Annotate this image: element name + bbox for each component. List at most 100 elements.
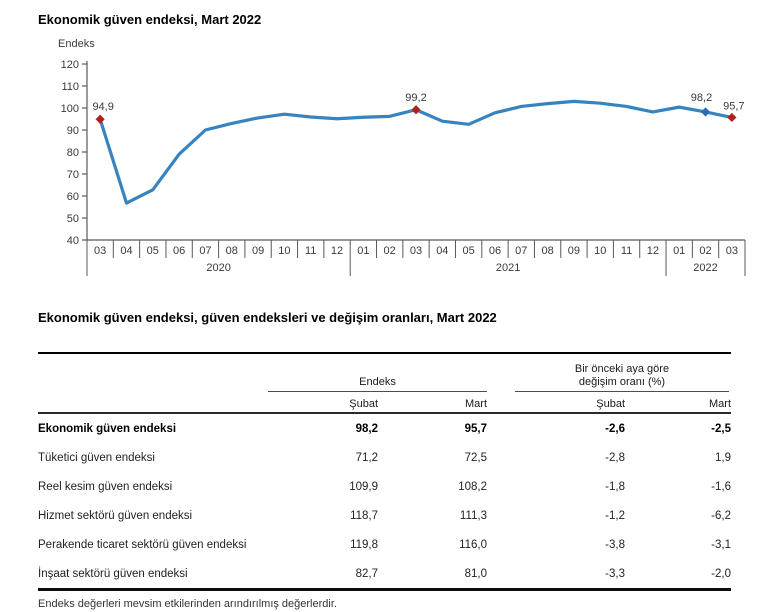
group-header-endeks: Endeks [268, 354, 487, 392]
row-label: İnşaat sektörü güven endeksi [38, 567, 188, 580]
y-axis-title: Endeks [58, 38, 95, 50]
table-title: Ekonomik güven endeksi, güven endeksleri… [38, 310, 497, 325]
summary-table: Endeks Bir önceki aya göre değişim oranı… [38, 352, 731, 610]
x-month-label: 12 [647, 245, 659, 257]
table-group-header-row: Endeks Bir önceki aya göre değişim oranı… [38, 354, 731, 392]
table-cell: 82,7 [355, 567, 378, 580]
table-row: Perakende ticaret sektörü güven endeksi 1… [38, 530, 731, 559]
x-month-label: 03 [726, 245, 738, 257]
y-tick-label: 60 [67, 191, 79, 203]
table-bottom-rule [38, 588, 731, 591]
data-point-marker [411, 105, 421, 115]
y-tick-label: 50 [67, 213, 79, 225]
data-point-marker [727, 112, 737, 123]
group-header-change: Bir önceki aya göre değişim oranı (%) [487, 354, 731, 392]
col-header-endeks-subat: Şubat [349, 398, 378, 410]
table-cell: 108,2 [458, 480, 487, 493]
x-month-label: 09 [568, 245, 580, 257]
table-header-rule [38, 412, 731, 414]
group-header-endeks-label: Endeks [268, 376, 487, 392]
x-month-label: 08 [226, 245, 238, 257]
table-cell: 109,9 [349, 480, 378, 493]
table-footnote: Endeks değerleri mevsim etkilerinden arı… [38, 598, 337, 610]
col-header-change-mart: Mart [709, 398, 731, 410]
year-label: 2022 [693, 262, 717, 274]
x-month-label: 07 [515, 245, 527, 257]
group-header-change-line1: Bir önceki aya göre [574, 363, 670, 375]
point-value-label: 98,2 [691, 92, 712, 104]
y-tick-label: 120 [61, 59, 79, 71]
row-label: Tüketici güven endeksi [38, 451, 155, 464]
y-tick-label: 90 [67, 125, 79, 137]
table-subheader-row: Şubat Mart Şubat Mart [38, 392, 731, 412]
table-row: Hizmet sektörü güven endeksi 118,7 111,3 -1… [38, 501, 731, 530]
table-cell: 116,0 [459, 538, 487, 551]
x-month-label: 12 [331, 245, 343, 257]
table-cell: 119,8 [350, 538, 378, 551]
x-month-label: 04 [436, 245, 448, 257]
data-point-marker [95, 114, 105, 124]
x-month-label: 06 [489, 245, 501, 257]
table-row: Tüketici güven endeksi 71,2 72,5 -2,8 1,9 [38, 443, 731, 472]
chart-title: Ekonomik güven endeksi, Mart 2022 [38, 12, 262, 27]
y-tick-label: 40 [67, 235, 79, 247]
table-cell: -2,6 [605, 422, 625, 435]
x-month-label: 11 [621, 245, 632, 257]
table-cell: -1,6 [711, 480, 731, 493]
table-corner-spacer [38, 354, 268, 392]
table-cell: 95,7 [464, 422, 487, 435]
group-header-change-label: Bir önceki aya göre değişim oranı (%) [515, 363, 729, 392]
table-cell: -2,5 [711, 422, 731, 435]
x-month-label: 05 [147, 245, 159, 257]
trend-line [98, 99, 734, 205]
col-header-change-subat: Şubat [596, 398, 625, 410]
data-point-marker [700, 107, 711, 117]
x-month-label: 07 [199, 245, 211, 257]
x-month-label: 05 [463, 245, 475, 257]
point-value-label: 94,9 [92, 101, 113, 113]
x-month-label: 01 [673, 245, 685, 257]
x-month-label: 02 [384, 245, 396, 257]
table-cell: 72,5 [464, 451, 487, 464]
x-month-label: 06 [173, 245, 185, 257]
table-cell: 71,2 [355, 451, 378, 464]
x-month-label: 02 [699, 245, 711, 257]
y-tick-label: 110 [61, 81, 79, 93]
row-label: Reel kesim güven endeksi [38, 480, 173, 493]
y-tick-label: 80 [67, 147, 79, 159]
point-value-label: 95,7 [723, 100, 744, 112]
table-row: İnşaat sektörü güven endeksi 82,7 81,0 -3,3… [38, 559, 731, 588]
x-month-label: 04 [120, 245, 132, 257]
table-cell: -3,8 [605, 538, 625, 551]
table-cell: -3,1 [711, 538, 731, 551]
table-row: Ekonomik güven endeksi 98,2 95,7 -2,6 -2,5 [38, 414, 731, 443]
table-cell: 98,2 [355, 422, 378, 435]
table-cell: -2,8 [605, 451, 625, 464]
table-cell: 111,3 [459, 509, 487, 522]
table-cell: 81,0 [464, 567, 487, 580]
y-tick-label: 100 [61, 103, 79, 115]
x-month-label: 09 [252, 245, 264, 257]
point-value-label: 99,2 [405, 92, 426, 104]
year-label: 2020 [206, 262, 230, 274]
x-month-label: 10 [594, 245, 606, 257]
group-header-change-line2: değişim oranı (%) [578, 376, 666, 388]
y-tick-label: 70 [67, 169, 79, 181]
x-month-label: 10 [278, 245, 290, 257]
table-cell: -6,2 [711, 509, 731, 522]
x-month-label: 03 [94, 245, 106, 257]
row-label: Hizmet sektörü güven endeksi [38, 509, 193, 522]
table-cell: -1,2 [605, 509, 625, 522]
table-cell: 118,7 [350, 509, 378, 522]
table-body: Ekonomik güven endeksi 98,2 95,7 -2,6 -2,5 Tü… [38, 414, 731, 588]
table-cell: -2,0 [711, 567, 731, 580]
x-month-label: 01 [357, 245, 369, 257]
x-month-label: 03 [410, 245, 422, 257]
table-row: Reel kesim güven endeksi 109,9 108,2 -1,8 -1… [38, 472, 731, 501]
row-label: Perakende ticaret sektörü güven endeksi [38, 538, 247, 551]
row-label: Ekonomik güven endeksi [38, 422, 177, 435]
x-month-label: 08 [541, 245, 553, 257]
table-cell: -1,8 [605, 480, 625, 493]
table-cell: -3,3 [605, 567, 625, 580]
